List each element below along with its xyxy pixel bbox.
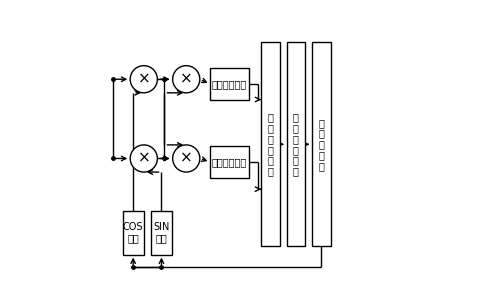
Text: ×: × bbox=[180, 72, 193, 87]
Text: 数
控
振
荡
器: 数 控 振 荡 器 bbox=[319, 118, 325, 171]
Text: 积分和累加器: 积分和累加器 bbox=[212, 79, 247, 89]
Bar bbox=[151, 211, 172, 255]
Text: ×: × bbox=[137, 151, 150, 166]
Bar bbox=[287, 42, 305, 246]
Text: 载
波
环
滤
波
器: 载 波 环 滤 波 器 bbox=[293, 112, 299, 176]
Circle shape bbox=[172, 145, 200, 172]
Text: COS
映射: COS 映射 bbox=[123, 222, 144, 244]
Bar bbox=[261, 42, 280, 246]
Text: ×: × bbox=[137, 72, 150, 87]
Text: SIN
映射: SIN 映射 bbox=[153, 222, 169, 244]
Bar bbox=[312, 42, 331, 246]
Circle shape bbox=[172, 66, 200, 93]
Bar bbox=[210, 146, 248, 178]
Circle shape bbox=[130, 66, 158, 93]
Text: 积分和累加器: 积分和累加器 bbox=[212, 157, 247, 167]
Text: ×: × bbox=[180, 151, 193, 166]
Bar bbox=[123, 211, 144, 255]
Circle shape bbox=[130, 145, 158, 172]
Bar bbox=[210, 68, 248, 100]
Text: 载
波
环
检
测
器: 载 波 环 检 测 器 bbox=[267, 112, 273, 176]
